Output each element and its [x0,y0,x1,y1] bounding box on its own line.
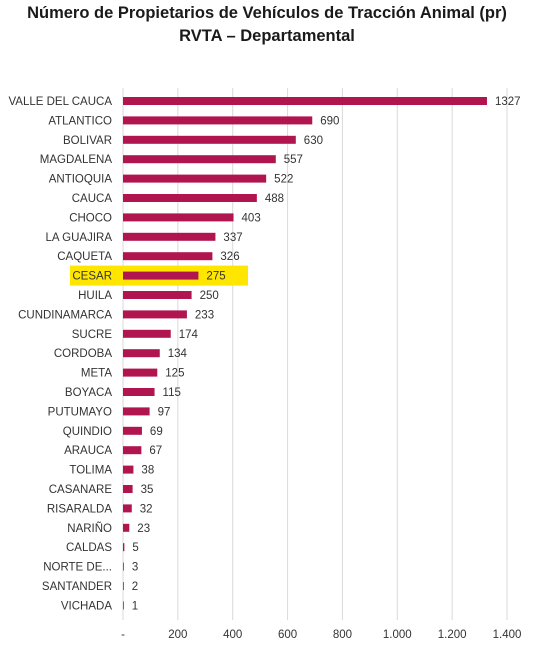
category-label: CORDOBA [54,348,112,360]
bar [123,271,199,280]
x-tick-label: 400 [223,629,242,641]
bar [123,562,124,571]
bar [123,97,487,105]
value-label: 3 [132,562,138,574]
bar [123,582,124,590]
bars [123,97,487,610]
bar [123,407,150,416]
bar [123,349,160,358]
category-label: RISARALDA [47,503,113,515]
value-label: 326 [220,251,239,263]
bar [123,426,142,435]
category-label: LA GUAJIRA [46,232,113,244]
value-label: 97 [158,406,171,418]
category-label: SANTANDER [42,581,112,593]
chart-title: Número de Propietarios de Vehículos de T… [0,2,534,48]
category-label: ARAUCA [64,445,112,457]
x-tick-label: 200 [168,629,187,641]
value-label: 35 [141,484,154,496]
bar [123,232,216,241]
bar [123,194,257,202]
value-label: 38 [141,465,154,477]
value-label: 403 [242,212,261,224]
bar [123,543,125,552]
value-label: 275 [206,271,225,283]
bar [123,155,276,164]
value-label: 2 [132,581,138,593]
bar [123,310,187,319]
bar [123,485,133,493]
category-label: CALDAS [66,542,112,554]
bar [123,116,313,125]
value-label: 1327 [495,96,521,108]
bar [123,291,192,299]
category-label: CHOCO [69,212,112,224]
value-label: 233 [195,309,214,321]
value-label: 23 [137,523,150,535]
value-label: 488 [265,193,284,205]
value-label: 557 [284,154,303,166]
bar [123,465,134,474]
category-label: CASANARE [49,484,113,496]
category-label: VICHADA [61,600,112,612]
bar [123,329,171,338]
x-tick-label: 1.000 [383,629,412,641]
value-label: 337 [223,232,242,244]
bar [123,601,124,610]
bar [123,174,267,183]
value-label: 69 [150,426,163,438]
value-label: 174 [179,329,199,341]
value-label: 134 [168,348,188,360]
bar [123,135,296,144]
category-label: NORTE DE... [43,562,112,574]
category-label: MAGDALENA [40,154,113,166]
category-label: ATLANTICO [48,115,112,127]
bar [123,388,155,396]
bar [123,368,158,377]
category-label: CUNDINAMARCA [18,309,112,321]
value-label: 115 [163,387,181,399]
value-label: 630 [304,135,323,147]
category-label: CAQUETA [57,251,112,263]
value-label: 250 [200,290,219,302]
category-label: PUTUMAYO [48,406,112,418]
category-label: CAUCA [72,193,113,205]
value-label: 67 [149,445,162,457]
category-labels: VALLE DEL CAUCA ATLANTICO BOLIVAR MAGDALENA… [8,96,112,612]
value-label: 1 [132,600,138,612]
category-label: ANTIOQUIA [49,174,113,186]
value-label: 690 [320,115,339,127]
category-label: CESAR [72,271,112,283]
value-label: 522 [274,174,293,186]
x-tick-label: 1.400 [493,629,522,641]
category-label: TOLIMA [69,465,112,477]
x-axis-ticks: - 200 400 600 800 1.000 1.200 1.400 [121,629,521,641]
bar [123,523,130,532]
category-label: BOYACA [65,387,112,399]
value-label: 5 [132,542,138,554]
category-label: META [81,368,112,380]
category-label: HUILA [78,290,112,302]
x-tick-label: - [121,629,125,641]
chart-title-line2: RVTA – Departamental [179,27,355,45]
value-labels: 1327690630557522488403337326275250233174… [132,96,521,612]
value-label: 125 [165,368,184,380]
bar [123,213,234,222]
x-tick-label: 1.200 [438,629,467,641]
category-label: VALLE DEL CAUCA [8,96,112,108]
category-label: QUINDIO [63,426,112,438]
bar [123,252,213,261]
bar [123,446,142,455]
value-label: 32 [140,503,153,515]
chart-title-line1: Número de Propietarios de Vehículos de T… [27,4,507,22]
category-label: BOLIVAR [63,135,112,147]
x-tick-label: 600 [278,629,297,641]
x-tick-label: 800 [333,629,352,641]
bar [123,504,132,513]
category-label: NARIÑO [67,522,112,535]
category-label: SUCRE [72,329,113,341]
